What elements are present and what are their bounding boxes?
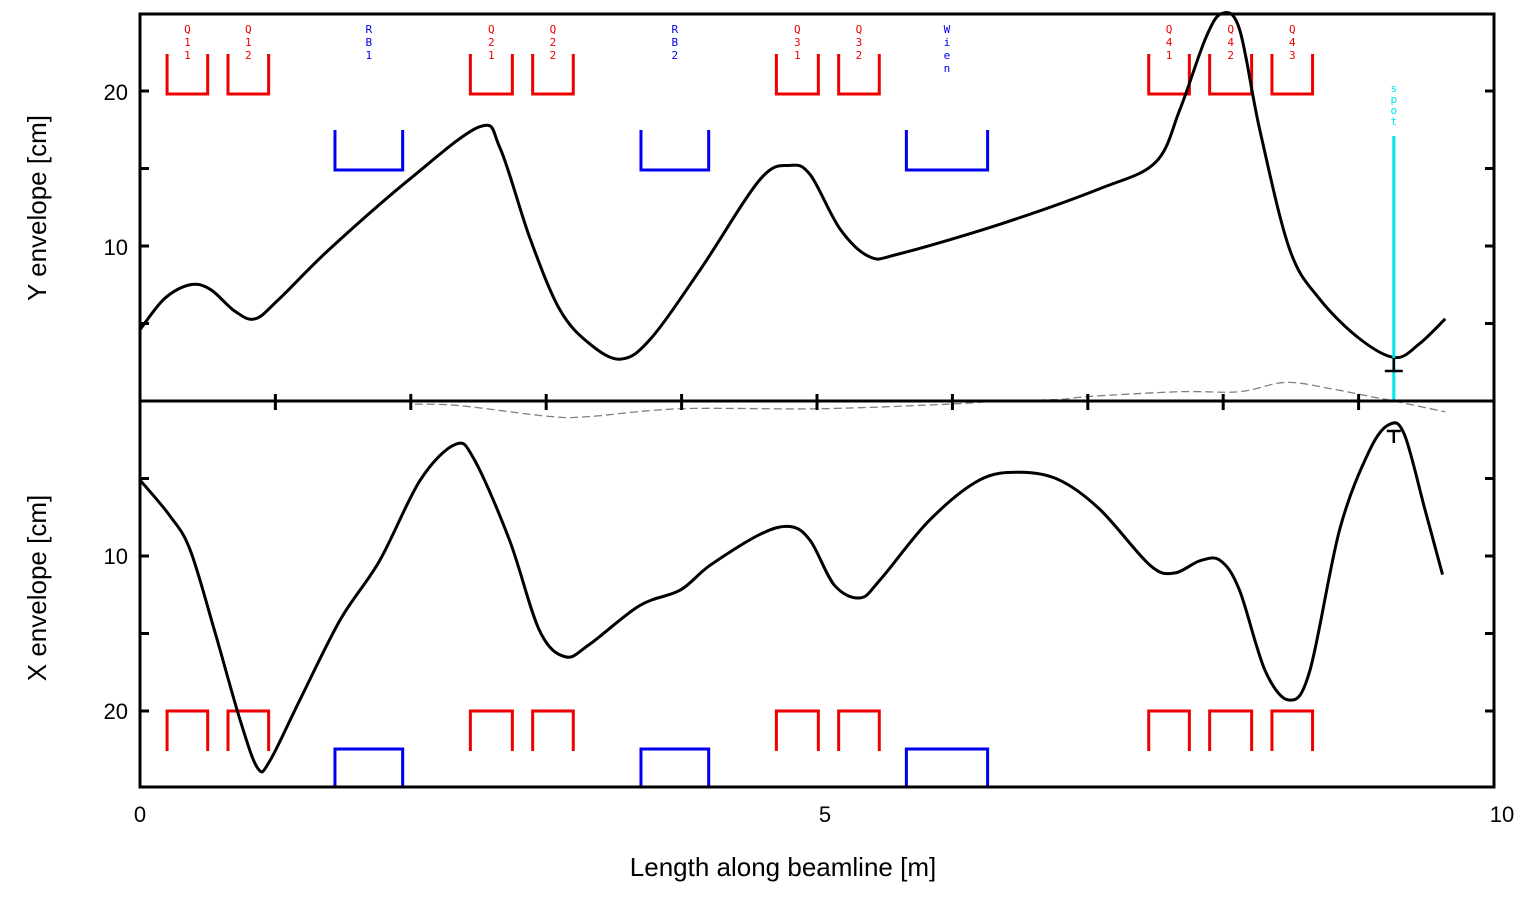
spot-label-char: p (1390, 93, 1397, 106)
element-label-q21: Q21 (484, 23, 498, 62)
element-label-wien: Wien (940, 23, 954, 75)
element-label-q12: Q12 (241, 23, 255, 62)
element-bottom-Q31 (774, 709, 820, 751)
element-bottom-Q42 (1208, 709, 1254, 751)
element-top-Q11 (165, 54, 210, 96)
spot-label-char: t (1390, 115, 1397, 128)
element-bottom-Q22 (531, 709, 575, 751)
y-axis-label-bottom: X envelope [cm] (22, 495, 52, 681)
element-label-q43: Q43 (1285, 23, 1299, 62)
element-label-q42: Q42 (1224, 23, 1238, 62)
element-bottom-Q11 (165, 709, 210, 751)
element-label-q31: Q31 (790, 23, 804, 62)
element-bottom-Q32 (837, 709, 881, 751)
element-top-Q41 (1147, 54, 1191, 96)
y-envelope-line (138, 11, 1447, 361)
element-bottom-Q12 (226, 709, 271, 751)
element-top-Q31 (774, 54, 820, 96)
element-top-RB2 (639, 130, 711, 172)
element-label-q41: Q41 (1162, 23, 1176, 62)
element-top-Q43 (1270, 54, 1315, 96)
element-top-Wien (904, 130, 990, 172)
y-bottom-tick-label-10: 10 (104, 544, 128, 569)
spot-label-char: o (1390, 104, 1397, 117)
x-tick-label-5: 5 (819, 802, 831, 827)
y-top-tick-label-20: 20 (104, 80, 128, 105)
spot-y-error-bar (1384, 358, 1403, 373)
element-label-rb2: RB2 (668, 23, 682, 62)
axis-ticks (140, 89, 1494, 713)
x-axis-label: Length along beamline [m] (630, 852, 936, 882)
x-envelope-line (138, 421, 1444, 774)
y-top-tick-label-10: 10 (104, 235, 128, 260)
y-axis-label-top: Y envelope [cm] (22, 115, 52, 301)
element-label-q11: Q11 (180, 23, 194, 62)
element-label-rb1: RB1 (362, 23, 376, 62)
y-bottom-tick-label-20: 20 (104, 699, 128, 724)
element-label-q22: Q22 (546, 23, 560, 62)
element-bottom-RB1 (333, 747, 405, 787)
element-label-q32: Q32 (852, 23, 866, 62)
element-bottom-Wien (904, 747, 990, 787)
element-bottom-Q41 (1147, 709, 1191, 751)
element-top-RB1 (333, 130, 405, 172)
element-bottom-RB2 (639, 747, 711, 787)
x-tick-label-10: 10 (1490, 802, 1514, 827)
element-bottom-Q43 (1270, 709, 1315, 751)
element-bottom-Q21 (468, 709, 514, 751)
spot-label-char: s (1390, 82, 1397, 95)
element-top-Q12 (226, 54, 271, 96)
element-top-Q21 (468, 54, 514, 96)
element-top-Q32 (837, 54, 881, 96)
element-top-Q42 (1208, 54, 1254, 96)
element-top-Q22 (531, 54, 575, 96)
spot-x-error-bar (1386, 429, 1401, 443)
x-tick-label-0: 0 (134, 802, 146, 827)
